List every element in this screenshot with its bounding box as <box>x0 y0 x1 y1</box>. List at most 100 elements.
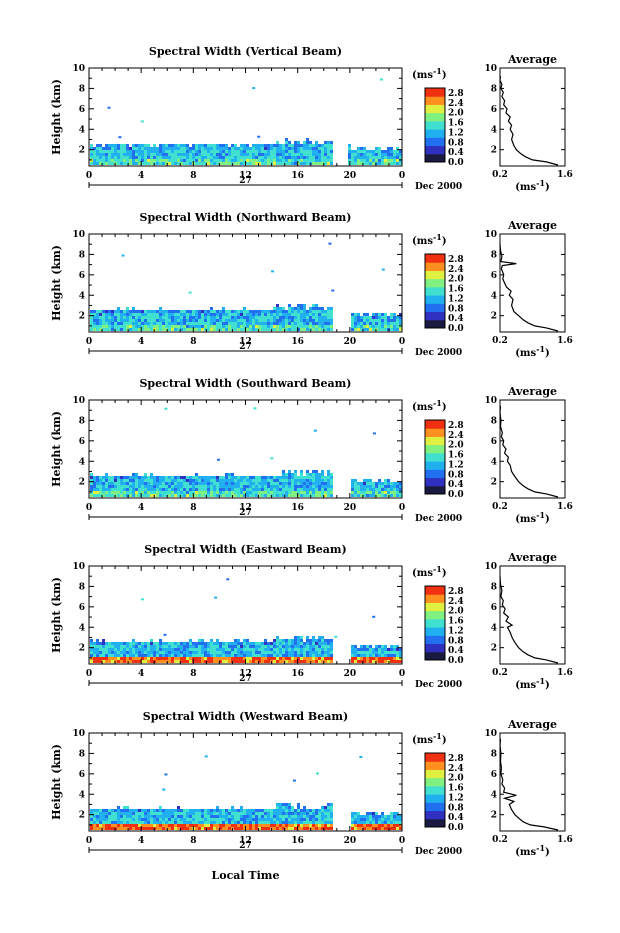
heatmap-cell <box>165 487 168 491</box>
heatmap-cell <box>234 817 237 821</box>
heatmap-cell <box>375 653 378 657</box>
heatmap-cell <box>132 472 135 476</box>
heatmap-cell <box>144 318 147 322</box>
heatmap-cell <box>228 490 231 494</box>
heatmap-cell <box>270 321 273 325</box>
heatmap-cell <box>390 481 393 485</box>
heatmap-cell <box>330 490 333 494</box>
heatmap-cell <box>135 656 138 660</box>
heatmap-cell <box>90 324 93 328</box>
heatmap-cell <box>108 312 111 316</box>
heatmap-cell <box>393 161 396 165</box>
heatmap-cell <box>315 823 318 827</box>
heatmap-cell <box>315 487 318 491</box>
heatmap-cell <box>300 158 303 162</box>
heatmap-cell <box>111 155 114 159</box>
heatmap-cell <box>192 312 195 316</box>
heatmap-cell <box>249 817 252 821</box>
heatmap-cell <box>102 493 105 497</box>
heatmap-cell <box>399 826 402 830</box>
heatmap-cell <box>291 315 294 319</box>
heatmap-cell <box>111 312 114 316</box>
heatmap-cell <box>363 146 366 150</box>
x-tick-label: 4 <box>138 836 144 846</box>
heatmap-cell <box>366 659 369 663</box>
heatmap-cell <box>135 475 138 479</box>
heatmap-cell <box>132 826 135 830</box>
x-tick-label: 16 <box>291 503 304 513</box>
heatmap-cell <box>270 647 273 651</box>
heatmap-cell <box>96 650 99 654</box>
heatmap-cell <box>243 814 246 818</box>
heatmap-cell <box>321 484 324 488</box>
heatmap-cell <box>159 315 162 319</box>
heatmap-cell <box>168 309 171 313</box>
heatmap-cell <box>186 146 189 150</box>
heatmap-cell <box>171 647 174 651</box>
heatmap-cell <box>330 309 333 313</box>
heatmap-cell <box>102 481 105 485</box>
heatmap-cell <box>171 487 174 491</box>
colorbar-tick-label: 2.4 <box>448 431 464 441</box>
heatmap-cell <box>183 817 186 821</box>
colorbar-swatch <box>425 295 445 304</box>
heatmap-cell <box>156 155 159 159</box>
heatmap-cell <box>384 312 387 316</box>
heatmap-cell <box>276 315 279 319</box>
heatmap-cell <box>315 155 318 159</box>
heatmap-cell <box>207 659 210 663</box>
heatmap-cell <box>294 140 297 144</box>
heatmap-cell <box>291 638 294 642</box>
heatmap-cell <box>207 823 210 827</box>
heatmap-cell <box>189 309 192 313</box>
heatmap-cell <box>105 143 108 147</box>
y-tick-label: 2 <box>79 478 85 488</box>
heatmap-cell <box>369 656 372 660</box>
heatmap-cell <box>99 490 102 494</box>
heatmap-cell <box>114 475 117 479</box>
heatmap-cell <box>237 149 240 153</box>
heatmap-cell <box>105 161 108 165</box>
heatmap-cell <box>267 490 270 494</box>
heatmap-cell <box>360 814 363 818</box>
heatmap-cell <box>144 659 147 663</box>
heatmap-cell <box>228 659 231 663</box>
heatmap-cell <box>330 161 333 165</box>
heatmap-cell <box>282 490 285 494</box>
heatmap-cell <box>273 478 276 482</box>
heatmap-cell <box>315 309 318 313</box>
heatmap-cell <box>354 161 357 165</box>
heatmap-cell <box>249 155 252 159</box>
heatmap-cell <box>327 149 330 153</box>
heatmap-cell <box>393 820 396 824</box>
heatmap-cell <box>141 490 144 494</box>
heatmap-cell <box>90 638 93 642</box>
heatmap-cell <box>210 641 213 645</box>
heatmap-cell <box>174 820 177 824</box>
heatmap-cell <box>255 143 258 147</box>
heatmap-cell <box>216 653 219 657</box>
heatmap-cell <box>303 808 306 812</box>
heatmap-cell <box>378 826 381 830</box>
heatmap-cell <box>129 318 132 322</box>
heatmap-cell <box>246 318 249 322</box>
heatmap-cell <box>93 146 96 150</box>
heatmap-cell <box>240 823 243 827</box>
units-exponent: -1 <box>433 731 442 741</box>
heatmap-cell <box>363 823 366 827</box>
heatmap-cell <box>186 808 189 812</box>
heatmap-cell <box>156 650 159 654</box>
colorbar-swatch <box>425 120 445 130</box>
heatmap-cell <box>105 641 108 645</box>
heatmap-cell <box>312 327 315 331</box>
heatmap-cell <box>171 161 174 165</box>
heatmap-cell <box>204 487 207 491</box>
heatmap-cell <box>369 826 372 830</box>
heatmap-cell <box>231 817 234 821</box>
heatmap-cell <box>162 143 165 147</box>
heatmap-cell <box>213 143 216 147</box>
heatmap-cell <box>360 315 363 319</box>
heatmap-cell <box>321 814 324 818</box>
heatmap-cell <box>303 478 306 482</box>
